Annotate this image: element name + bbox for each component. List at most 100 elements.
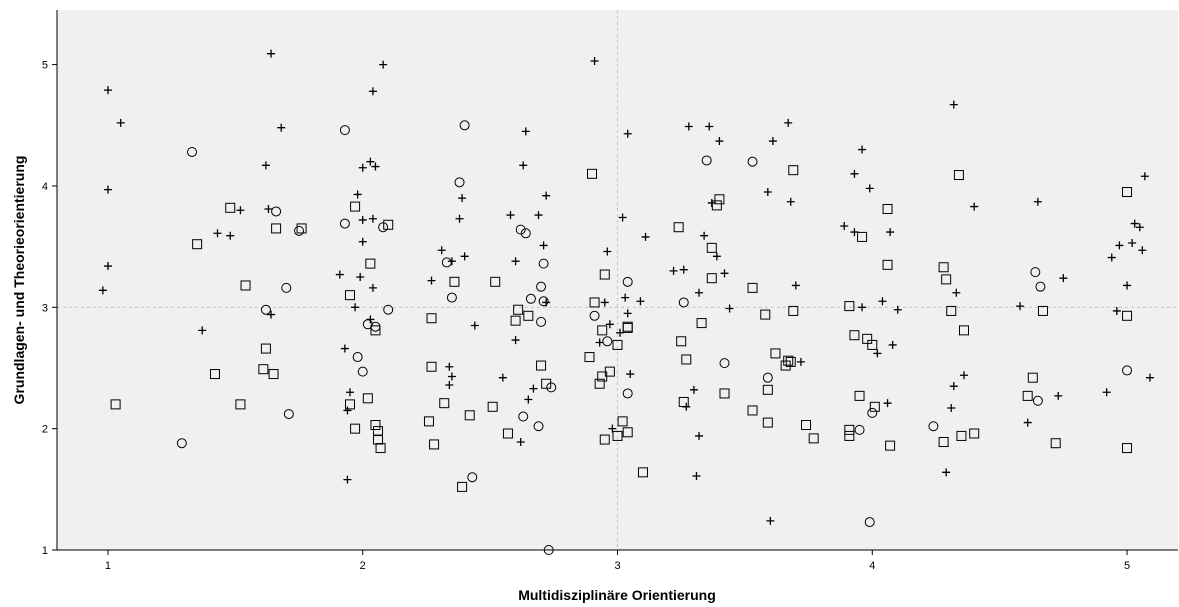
data-point-circle xyxy=(747,156,758,167)
data-point-plus xyxy=(695,288,704,297)
data-point-plus xyxy=(356,272,365,281)
data-point-plus xyxy=(626,370,635,379)
data-point-plus xyxy=(947,404,956,413)
data-point-plus xyxy=(534,211,543,220)
y-tick-label: 4 xyxy=(42,181,48,193)
data-point-circle xyxy=(762,372,773,383)
data-point-circle xyxy=(536,316,547,327)
data-point-square xyxy=(747,405,758,416)
data-point-square xyxy=(599,269,610,280)
data-point-plus xyxy=(368,87,377,96)
data-point-plus xyxy=(1115,241,1124,250)
data-point-square xyxy=(487,401,498,412)
data-point-square xyxy=(240,280,251,291)
data-point-square xyxy=(258,364,269,375)
data-point-square xyxy=(678,396,689,407)
data-point-square xyxy=(604,366,615,377)
data-point-square xyxy=(770,348,781,359)
data-point-square xyxy=(350,201,361,212)
data-point-circle xyxy=(459,120,470,131)
data-point-square xyxy=(1122,310,1133,321)
data-point-plus xyxy=(345,388,354,397)
data-point-plus xyxy=(368,214,377,223)
reference-lines xyxy=(57,10,1178,550)
data-point-plus xyxy=(511,336,520,345)
data-point-plus xyxy=(358,215,367,224)
data-point-square xyxy=(597,325,608,336)
data-point-square xyxy=(375,443,386,454)
data-point-square xyxy=(536,360,547,371)
data-point-plus xyxy=(595,338,604,347)
data-point-plus xyxy=(959,371,968,380)
data-point-square xyxy=(426,361,437,372)
data-point-circle xyxy=(260,304,271,315)
data-point-square xyxy=(882,259,893,270)
data-point-square xyxy=(599,434,610,445)
data-point-plus xyxy=(768,137,777,146)
data-point-square xyxy=(788,165,799,176)
data-point-circle xyxy=(867,407,878,418)
data-point-square xyxy=(637,467,648,478)
data-point-plus xyxy=(368,283,377,292)
data-point-square xyxy=(783,355,794,366)
data-point-square xyxy=(785,356,796,367)
data-point-circle xyxy=(1122,365,1133,376)
data-point-plus xyxy=(236,206,245,215)
data-point-square xyxy=(938,262,949,273)
data-point-plus xyxy=(524,395,533,404)
data-point-square xyxy=(490,276,501,287)
data-point-circle xyxy=(352,352,363,363)
data-point-plus xyxy=(1016,302,1025,311)
data-point-circle xyxy=(176,438,187,449)
data-point-square xyxy=(426,313,437,324)
data-point-circle xyxy=(339,125,350,136)
axis-ticks: 1 2 3 4 5 1 2 3 4 5 xyxy=(42,60,1130,572)
data-point-square xyxy=(1022,390,1033,401)
data-point-plus xyxy=(351,303,360,312)
data-point-plus xyxy=(893,305,902,314)
data-point-square xyxy=(622,427,633,438)
data-point-plus xyxy=(343,475,352,484)
data-point-plus xyxy=(684,122,693,131)
data-point-circle xyxy=(538,296,549,307)
data-point-square xyxy=(711,200,722,211)
data-point-plus xyxy=(618,213,627,222)
data-point-plus xyxy=(715,137,724,146)
data-point-circle xyxy=(928,421,939,432)
data-point-square xyxy=(370,325,381,336)
data-point-square xyxy=(383,219,394,230)
data-point-square xyxy=(854,390,865,401)
data-point-circle xyxy=(602,336,613,347)
data-point-square xyxy=(449,276,460,287)
x-tick-label: 3 xyxy=(614,560,620,572)
x-axis-title: Multidisziplinäre Orientierung xyxy=(518,587,716,603)
data-point-square xyxy=(857,231,868,242)
data-point-square xyxy=(849,330,860,341)
data-point-square xyxy=(362,393,373,404)
data-point-plus xyxy=(590,56,599,65)
data-point-plus xyxy=(712,252,721,261)
data-point-plus xyxy=(949,100,958,109)
data-point-plus xyxy=(267,310,276,319)
data-point-circle xyxy=(446,292,457,303)
data-point-plus xyxy=(358,163,367,172)
data-point-plus xyxy=(784,118,793,127)
data-point-square xyxy=(260,343,271,354)
data-point-plus xyxy=(335,270,344,279)
data-point-plus xyxy=(447,372,456,381)
data-point-circle xyxy=(678,297,689,308)
data-point-square xyxy=(676,336,687,347)
data-point-plus xyxy=(952,288,961,297)
data-point-plus xyxy=(621,293,630,302)
data-point-circle xyxy=(525,293,536,304)
data-point-square xyxy=(762,384,773,395)
data-point-plus xyxy=(264,205,273,214)
data-point-plus xyxy=(516,438,525,446)
data-point-square xyxy=(938,437,949,447)
x-tick-label: 2 xyxy=(360,560,366,572)
data-point-square xyxy=(696,318,707,329)
data-point-square xyxy=(1027,372,1038,383)
data-point-plus xyxy=(725,304,734,313)
data-point-plus xyxy=(116,118,125,127)
